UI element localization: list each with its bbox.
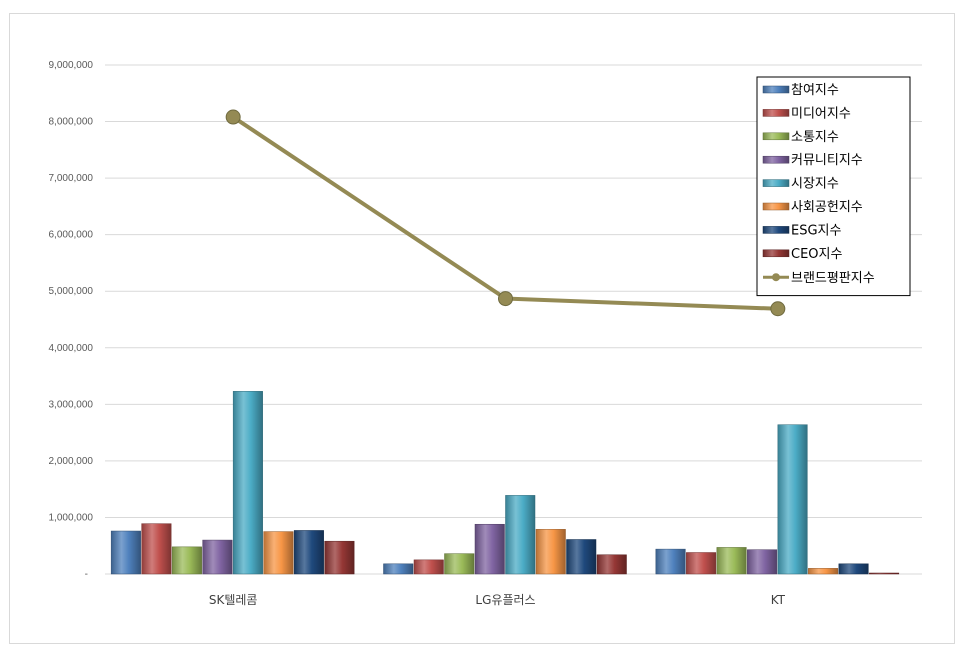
- bar: [232, 391, 263, 575]
- bar: [444, 553, 475, 575]
- y-tick-label: 5,000,000: [49, 286, 94, 297]
- line-path: [232, 115, 778, 311]
- bar: [293, 530, 324, 575]
- legend-label: 미디어지수: [791, 106, 851, 121]
- y-tick-label: 4,000,000: [49, 343, 94, 354]
- bar: [141, 523, 172, 575]
- legend-swatch: [762, 179, 790, 187]
- legend-label: CEO지수: [791, 247, 842, 262]
- y-tick-label: -: [85, 569, 88, 580]
- bar: [474, 523, 505, 575]
- bar: [838, 563, 869, 575]
- y-tick-label: 9,000,000: [49, 60, 94, 71]
- bar: [808, 568, 839, 575]
- legend-line-marker: [772, 273, 780, 282]
- bar: [324, 540, 355, 575]
- line-point: [225, 109, 241, 125]
- bar: [413, 559, 444, 575]
- bar: [171, 546, 202, 575]
- bar: [110, 530, 141, 575]
- bar: [716, 547, 747, 575]
- legend-swatch: [762, 202, 790, 211]
- bar: [655, 548, 686, 575]
- bar: [202, 539, 233, 575]
- y-tick-label: 3,000,000: [49, 399, 94, 410]
- line-series: [225, 109, 786, 317]
- legend-swatch: [762, 249, 790, 258]
- x-tick-label: SK텔레콤: [209, 593, 258, 607]
- y-axis: - 1,000,000 2,000,000 3,000,000 4,000,000 5,0…: [49, 60, 94, 580]
- bar-series: [110, 391, 900, 575]
- legend-swatch: [762, 132, 790, 141]
- legend-label: 시장지수: [791, 177, 839, 192]
- x-axis: SK텔레콤 LG유플러스 KT: [209, 593, 786, 607]
- line-point: [498, 291, 513, 307]
- legend-label: ESG지수: [791, 223, 841, 238]
- bar: [505, 495, 536, 575]
- bar: [869, 572, 900, 575]
- bar: [777, 424, 808, 575]
- y-tick-label: 1,000,000: [49, 512, 94, 523]
- y-tick-label: 6,000,000: [49, 230, 94, 241]
- bar: [566, 539, 597, 575]
- legend-label: 브랜드평판지수: [791, 271, 875, 286]
- bar: [535, 529, 566, 575]
- x-tick-label: KT: [771, 593, 786, 607]
- legend-label: 참여지수: [791, 83, 839, 98]
- legend-swatch: [762, 155, 790, 164]
- legend-swatch: [762, 109, 790, 117]
- legend-swatch: [762, 226, 790, 234]
- legend-label: 사회공헌지수: [791, 200, 863, 215]
- legend-swatch: [762, 85, 790, 94]
- bar: [686, 552, 717, 575]
- y-tick-label: 2,000,000: [49, 456, 94, 467]
- bar: [747, 549, 778, 575]
- bar: [383, 563, 414, 575]
- bar: [596, 554, 627, 575]
- y-tick-label: 8,000,000: [49, 117, 94, 128]
- y-tick-label: 7,000,000: [49, 173, 94, 184]
- x-tick-label: LG유플러스: [475, 593, 535, 607]
- legend-label: 소통지수: [791, 130, 839, 145]
- legend-label: 커뮤니티지수: [791, 153, 863, 168]
- bar: [263, 531, 294, 575]
- line-point: [770, 301, 786, 317]
